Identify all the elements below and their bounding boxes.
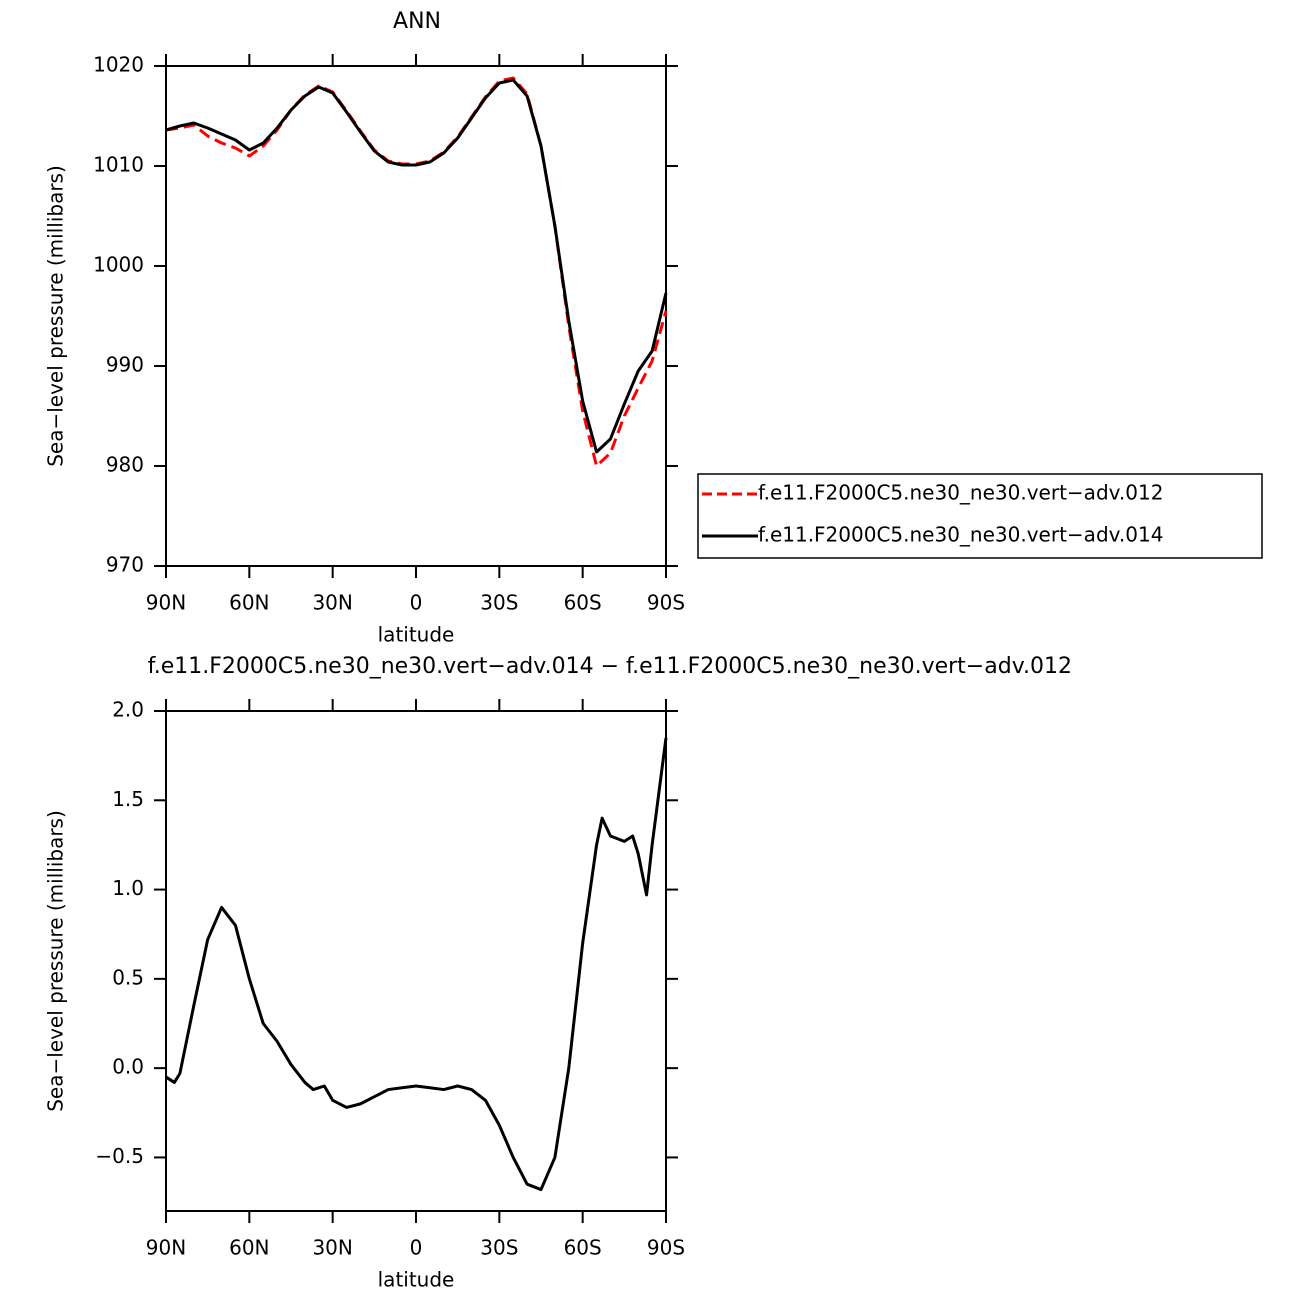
x-tick-label: 90N xyxy=(146,591,186,615)
legend-label: f.e11.F2000C5.ne30_ne30.vert−adv.014 xyxy=(758,523,1163,547)
x-tick-label: 30S xyxy=(480,591,518,615)
y-tick-label: 1020 xyxy=(93,53,144,77)
x-tick-label: 30N xyxy=(312,591,352,615)
y-tick-label: 2.0 xyxy=(112,698,144,722)
chart-title: f.e11.F2000C5.ne30_ne30.vert−adv.014 − f… xyxy=(148,654,1072,679)
y-tick-label: 1000 xyxy=(93,253,144,277)
y-tick-label: 980 xyxy=(106,453,144,477)
x-tick-label: 60S xyxy=(564,591,602,615)
x-tick-label: 0 xyxy=(410,591,423,615)
data-line xyxy=(165,78,668,454)
y-tick-label: 1.0 xyxy=(112,876,144,900)
chart-title: ANN xyxy=(393,9,441,34)
y-tick-label: 990 xyxy=(106,353,144,377)
plot-frame xyxy=(165,710,667,1212)
x-axis-label: latitude xyxy=(378,1268,455,1292)
legend-label: f.e11.F2000C5.ne30_ne30.vert−adv.012 xyxy=(758,481,1163,505)
y-tick-label: 970 xyxy=(106,553,144,577)
y-tick-label: 1010 xyxy=(93,153,144,177)
y-tick-label: 0.5 xyxy=(112,965,144,989)
x-tick-label: 30N xyxy=(312,1236,352,1260)
y-axis-label: Sea−level pressure (millibars) xyxy=(44,165,68,467)
x-tick-label: 90S xyxy=(647,1236,685,1260)
y-axis-label: Sea−level pressure (millibars) xyxy=(44,810,68,1112)
x-tick-label: 30S xyxy=(480,1236,518,1260)
y-tick-label: −0.5 xyxy=(95,1144,144,1168)
x-tick-label: 60S xyxy=(564,1236,602,1260)
data-line xyxy=(165,76,668,468)
y-tick-label: 0.0 xyxy=(112,1055,144,1079)
x-tick-label: 60N xyxy=(229,1236,269,1260)
x-axis-label: latitude xyxy=(378,623,455,647)
x-tick-label: 0 xyxy=(410,1236,423,1260)
x-tick-label: 90N xyxy=(146,1236,186,1260)
x-tick-label: 90S xyxy=(647,591,685,615)
y-tick-label: 1.5 xyxy=(112,787,144,811)
x-tick-label: 60N xyxy=(229,591,269,615)
legend-box xyxy=(697,473,1263,559)
plot-frame xyxy=(165,65,667,567)
data-line xyxy=(165,737,668,1192)
